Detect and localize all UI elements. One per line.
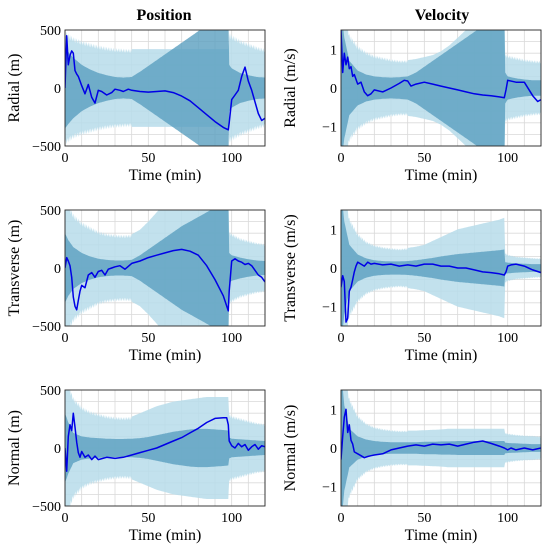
x-tick-label: 100 — [221, 151, 242, 166]
plot-frame — [340, 209, 542, 327]
x-axis-label: Time (min) — [129, 167, 202, 184]
x-axis-label: Time (min) — [405, 527, 478, 544]
x-axis-label: Time (min) — [405, 167, 478, 184]
y-tick-label: 1 — [330, 223, 337, 238]
x-tick-label: 100 — [497, 331, 518, 346]
y-axis-label: Normal (m) — [6, 410, 23, 486]
x-tick-label: 50 — [417, 331, 431, 346]
y-tick-label: −500 — [32, 500, 61, 515]
x-tick-label: 50 — [417, 151, 431, 166]
y-tick-label: 0 — [54, 82, 61, 97]
plot-frame — [64, 29, 266, 147]
column-title-velocity: Velocity — [415, 7, 470, 24]
x-tick-label: 100 — [497, 511, 518, 526]
inner-uncertainty-band — [341, 390, 541, 506]
y-tick-label: 1 — [330, 403, 337, 418]
plot-frame — [64, 209, 266, 327]
inner-uncertainty-band — [65, 413, 265, 483]
series-line-0 — [341, 261, 541, 323]
y-tick-label: −1 — [322, 481, 337, 496]
y-tick-label: 0 — [54, 442, 61, 457]
y-axis-label: Transverse (m/s) — [282, 214, 299, 321]
y-tick-label: 0 — [54, 262, 61, 277]
series-line-0 — [65, 412, 265, 472]
x-tick-label: 0 — [62, 151, 69, 166]
y-tick-label: 1 — [330, 43, 337, 58]
x-tick-label: 100 — [221, 511, 242, 526]
y-tick-label: −500 — [32, 320, 61, 335]
y-axis-label: Normal (m/s) — [282, 405, 299, 492]
y-tick-label: 500 — [40, 204, 61, 219]
series-line-0 — [65, 248, 265, 312]
x-tick-label: 50 — [141, 331, 155, 346]
plot-frame — [340, 389, 542, 507]
x-tick-label: 0 — [338, 331, 345, 346]
inner-uncertainty-band — [341, 30, 541, 146]
y-axis-label: Transverse (m) — [6, 220, 23, 317]
plot-frame — [64, 389, 266, 507]
series-line-0 — [65, 35, 265, 131]
y-tick-label: −1 — [322, 121, 337, 136]
y-tick-label: 500 — [40, 384, 61, 399]
x-axis-label: Time (min) — [405, 347, 478, 364]
series-line-0 — [341, 30, 541, 103]
x-axis-label: Time (min) — [129, 347, 202, 364]
inner-uncertainty-band — [65, 30, 265, 146]
column-title-position: Position — [136, 7, 191, 24]
y-tick-label: −1 — [322, 301, 337, 316]
x-tick-label: 0 — [338, 511, 345, 526]
y-axis-label: Radial (m) — [6, 54, 23, 123]
x-tick-label: 50 — [417, 511, 431, 526]
x-tick-label: 100 — [497, 151, 518, 166]
inner-uncertainty-band — [65, 210, 265, 326]
y-tick-label: 0 — [330, 442, 337, 457]
series-line-0 — [341, 408, 541, 460]
x-tick-label: 50 — [141, 511, 155, 526]
x-tick-label: 100 — [221, 331, 242, 346]
x-tick-label: 50 — [141, 151, 155, 166]
plot-frame — [340, 29, 542, 147]
inner-uncertainty-band — [341, 210, 541, 326]
y-tick-label: −500 — [32, 140, 61, 155]
y-axis-label: Radial (m/s) — [282, 48, 299, 128]
y-tick-label: 0 — [330, 262, 337, 277]
x-tick-label: 0 — [338, 151, 345, 166]
y-tick-label: 500 — [40, 24, 61, 39]
x-tick-label: 0 — [62, 331, 69, 346]
y-tick-label: 0 — [330, 82, 337, 97]
x-axis-label: Time (min) — [129, 527, 202, 544]
x-tick-label: 0 — [62, 511, 69, 526]
